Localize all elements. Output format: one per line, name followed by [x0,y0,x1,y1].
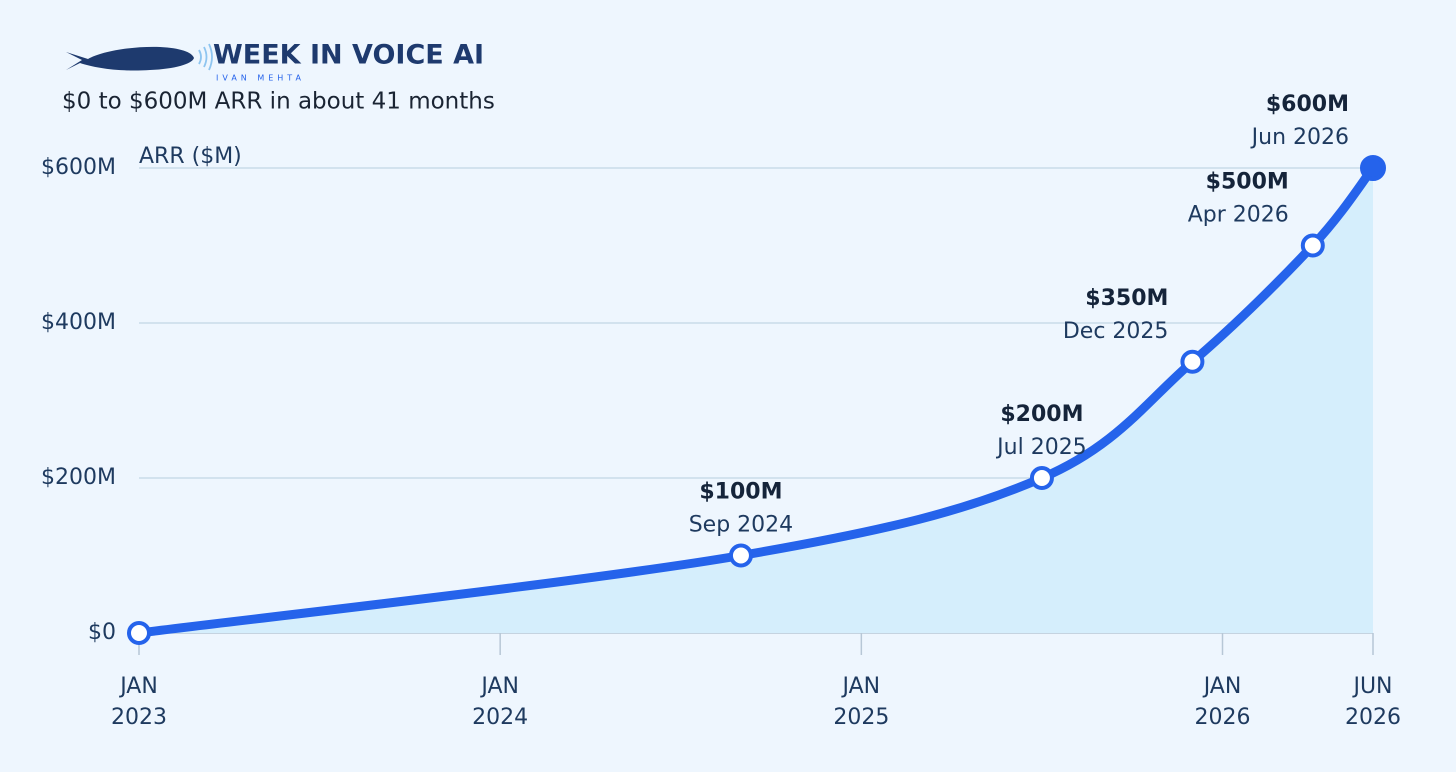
point [1029,466,1054,490]
point [127,621,151,645]
point-label: Dec 2025 [1063,319,1169,344]
y-tick-label: $400M [41,310,116,335]
point [728,543,753,568]
y-tick-label: $200M [41,465,116,490]
value-label: $500M [1206,170,1289,195]
x-tick-label: JAN 2025 [833,674,890,730]
brand-author: IVAN MEHTA [216,74,305,83]
point-label: Apr 2026 [1188,203,1289,228]
x-tick-label: JAN 2023 [111,674,167,730]
point-label: Jul 2025 [995,435,1087,460]
point-label: Jun 2026 [1250,125,1349,150]
point [1180,349,1205,374]
subtitle: $0 to $600M ARR in about 41 months [62,89,495,115]
value-label: $100M [699,480,782,505]
x-tick-label: JAN 2024 [472,674,529,730]
logo [66,43,213,71]
point-label: Sep 2024 [689,513,793,538]
area [139,168,1373,633]
value-label: $600M [1266,92,1349,117]
x-tick-label: JAN 2026 [1194,674,1251,730]
y-tick-label: $600M [41,155,116,180]
point [1300,233,1325,258]
value-label: $350M [1085,286,1168,311]
x-tick-label: JUN 2026 [1345,674,1401,730]
y-tick-label: $0 [88,620,116,645]
point [1360,155,1386,181]
y-axis-label: ARR ($M) [139,144,242,169]
brand-name: WEEK IN VOICE AI [213,40,484,71]
line [134,163,1378,638]
value-label: $200M [1000,402,1083,427]
